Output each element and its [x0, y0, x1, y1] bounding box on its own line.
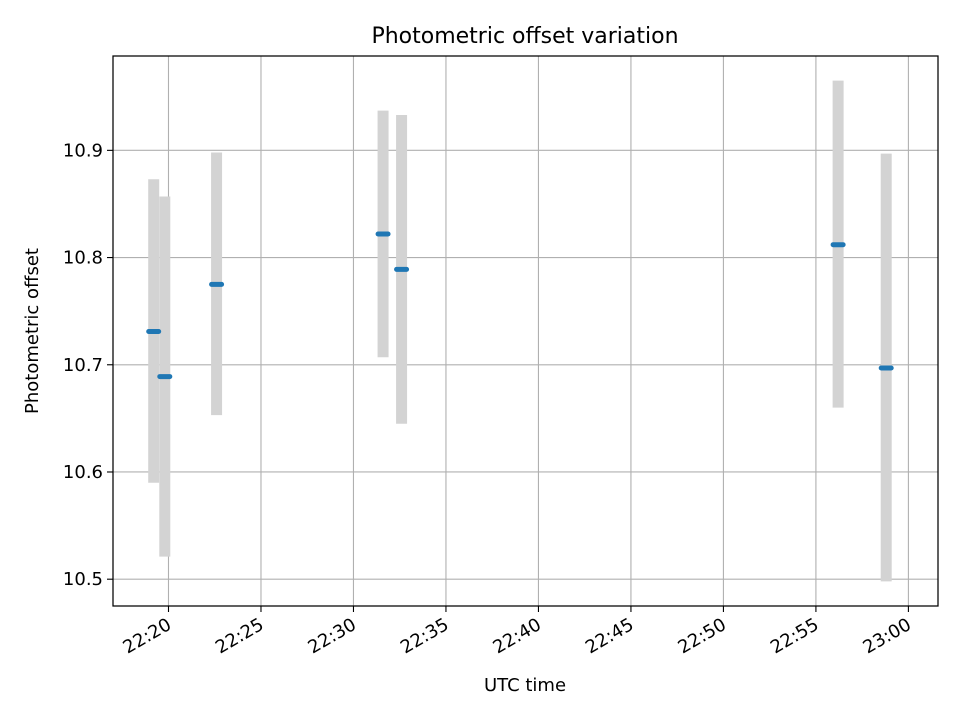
y-tick-label: 10.5	[63, 569, 103, 590]
y-axis-ticks: 10.5 10.6 10.7 10.8 10.9	[63, 140, 113, 590]
chart-title: Photometric offset variation	[371, 24, 678, 49]
data-points	[146, 231, 894, 380]
grid	[113, 56, 938, 606]
plot-frame	[112, 55, 939, 607]
y-axis-label: Photometric offset	[22, 248, 43, 414]
y-tick-label: 10.7	[63, 355, 103, 376]
y-tick-label: 10.9	[63, 140, 103, 161]
y-tick-label: 10.8	[63, 248, 103, 269]
x-axis-label: UTC time	[484, 675, 566, 696]
y-tick-label: 10.6	[63, 462, 103, 483]
